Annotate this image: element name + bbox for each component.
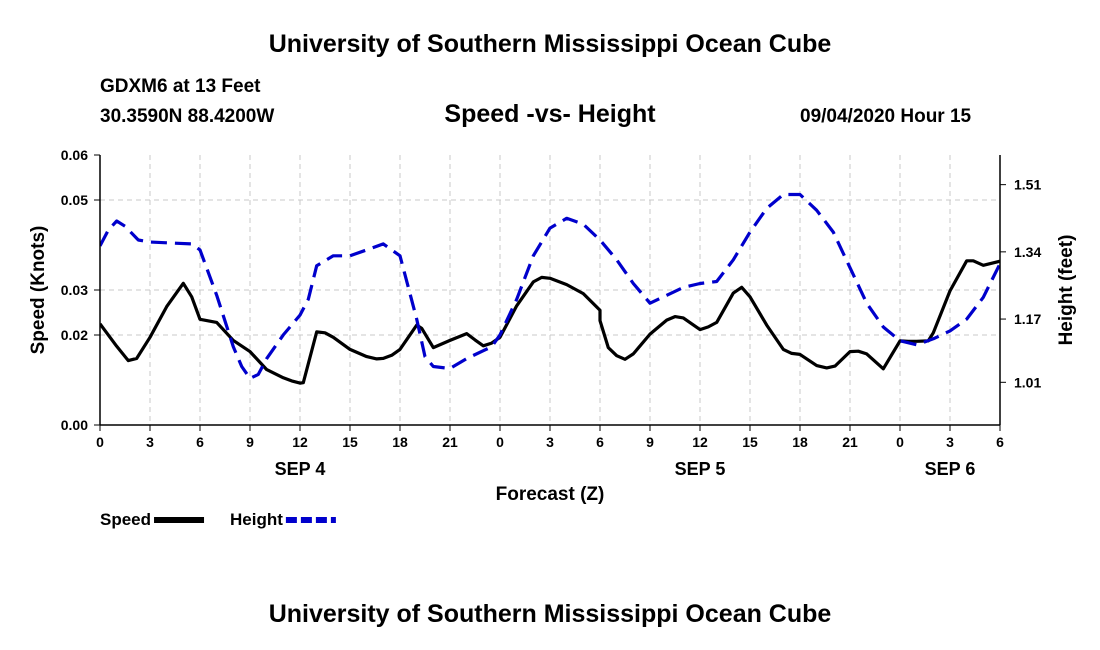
- y2-tick-label: 1.17: [1014, 311, 1041, 327]
- y-tick-label: 0.02: [61, 327, 88, 343]
- top-title: University of Southern Mississippi Ocean…: [268, 30, 832, 58]
- x-tick-label: 15: [342, 434, 358, 450]
- x-tick-label: 12: [692, 434, 708, 450]
- y2-tick-label: 1.01: [1014, 374, 1041, 390]
- x-tick-label: 18: [392, 434, 408, 450]
- x-tick-label: 18: [792, 434, 808, 450]
- y-tick-label: 0.00: [61, 417, 88, 433]
- x-axis-title: Forecast (Z): [496, 484, 605, 505]
- x-tick-label: 21: [442, 434, 458, 450]
- date-label: SEP 4: [275, 459, 326, 479]
- series-line-speed: [100, 259, 1000, 385]
- date-label: SEP 6: [925, 459, 976, 479]
- x-tick-label: 12: [292, 434, 308, 450]
- y2-tick-label: 1.34: [1014, 244, 1041, 260]
- x-tick-label: 21: [842, 434, 858, 450]
- bottom-title: University of Southern Mississippi Ocean…: [268, 600, 832, 628]
- legend-label: Height: [230, 510, 283, 529]
- x-tick-label: 0: [96, 434, 104, 450]
- x-tick-label: 3: [946, 434, 954, 450]
- y-tick-label: 0.03: [61, 282, 88, 298]
- chart-subtitle: Speed -vs- Height: [444, 100, 656, 128]
- y-tick-label: 0.05: [61, 192, 88, 208]
- x-tick-label: 3: [546, 434, 554, 450]
- station-label: GDXM6 at 13 Feet: [100, 76, 261, 97]
- x-tick-label: 9: [646, 434, 654, 450]
- x-tick-label: 0: [496, 434, 504, 450]
- y2-tick-label: 1.51: [1014, 177, 1041, 193]
- legend-label: Speed: [100, 510, 151, 529]
- coordinates-label: 30.3590N 88.4200W: [100, 106, 275, 127]
- y-tick-label: 0.06: [61, 147, 88, 163]
- x-tick-label: 0: [896, 434, 904, 450]
- x-tick-label: 3: [146, 434, 154, 450]
- x-tick-label: 6: [596, 434, 604, 450]
- y-axis-title: Speed (Knots): [28, 226, 49, 355]
- y2-axis-title: Height (feet): [1056, 235, 1077, 346]
- series-line-height: [100, 192, 1000, 380]
- x-tick-label: 6: [996, 434, 1004, 450]
- x-tick-label: 9: [246, 434, 254, 450]
- forecast-datetime: 09/04/2020 Hour 15: [800, 106, 972, 127]
- x-tick-label: 15: [742, 434, 758, 450]
- date-label: SEP 5: [675, 459, 726, 479]
- x-tick-label: 6: [196, 434, 204, 450]
